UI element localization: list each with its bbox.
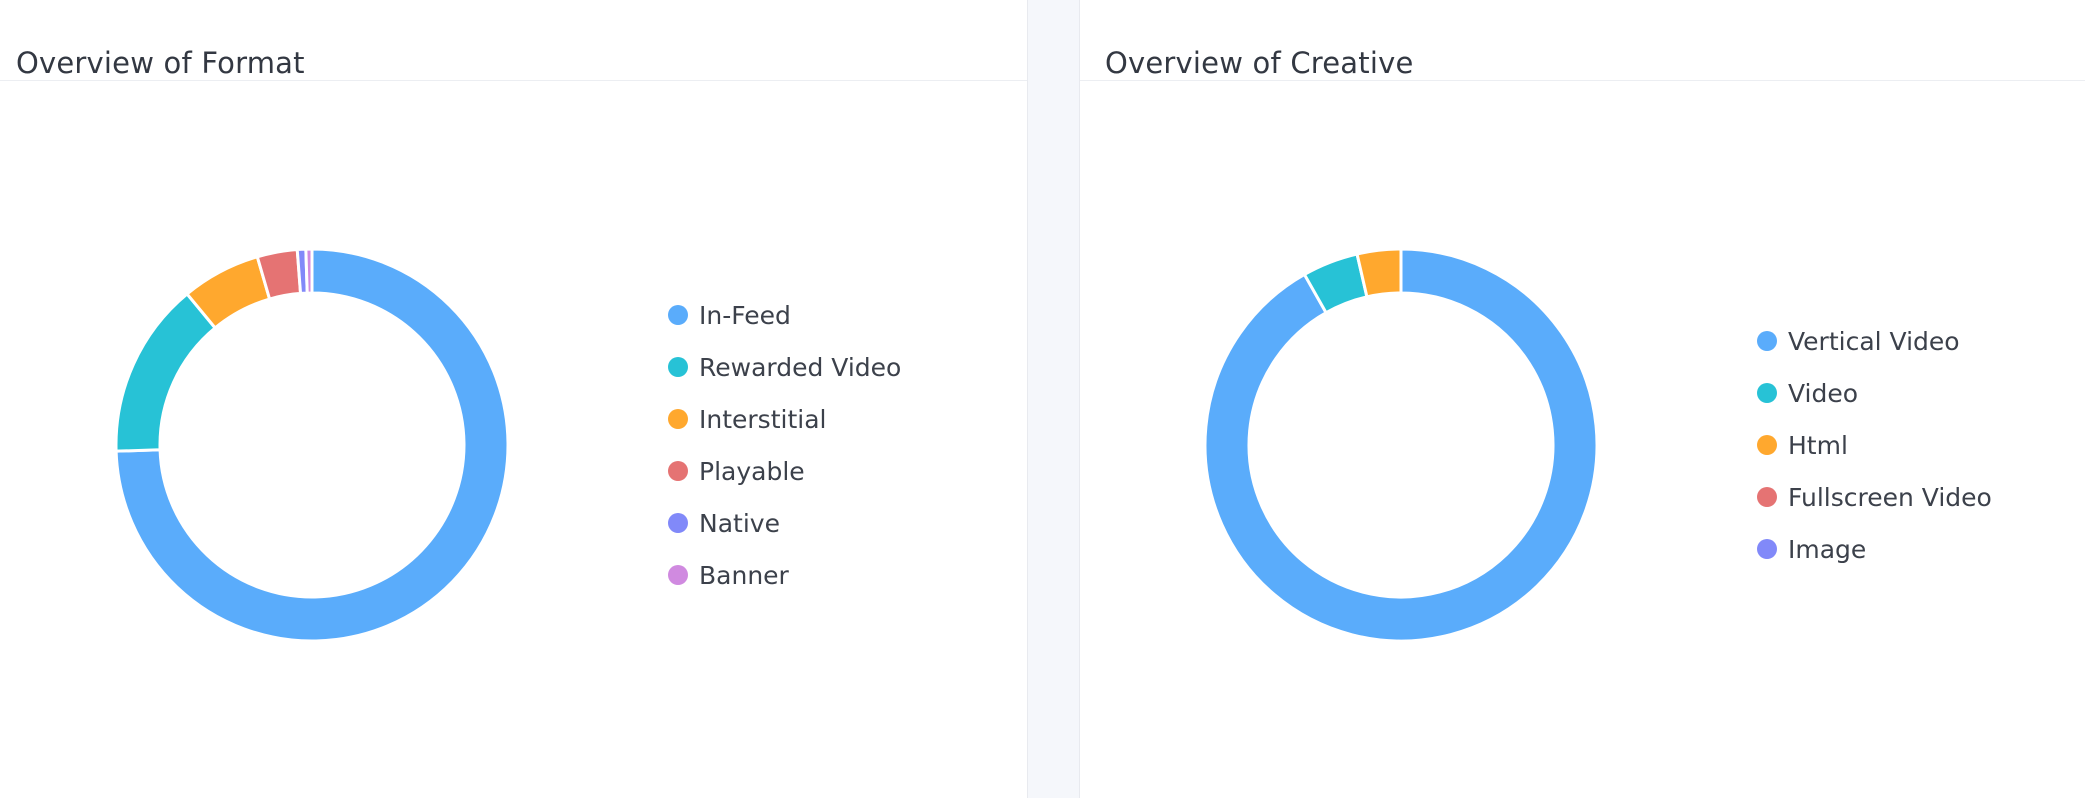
legend-label: Rewarded Video [699,352,902,382]
legend-item-interstitial[interactable]: Interstitial [668,393,901,445]
legend-label: Native [699,508,780,538]
format-donut-chart [114,247,510,643]
legend-dot-icon [668,409,688,429]
legend-item-in-feed[interactable]: In-Feed [668,289,901,341]
legend-item-vertical-video[interactable]: Vertical Video [1757,315,1992,367]
legend-item-image[interactable]: Image [1757,523,1992,575]
legend-item-playable[interactable]: Playable [668,445,901,497]
legend-label: In-Feed [699,300,791,330]
legend-label: Html [1788,430,1848,460]
legend-dot-icon [1757,331,1777,351]
legend-item-rewarded-video[interactable]: Rewarded Video [668,341,901,393]
legend-label: Banner [699,560,789,590]
legend-item-banner[interactable]: Banner [668,549,901,601]
legend-item-video[interactable]: Video [1757,367,1992,419]
legend-label: Video [1788,378,1859,408]
legend-label: Fullscreen Video [1788,482,1992,512]
legend-dot-icon [1757,435,1777,455]
legend-label: Interstitial [699,404,827,434]
legend-dot-icon [668,565,688,585]
legend-label: Vertical Video [1788,326,1960,356]
creative-panel-title: Overview of Creative [1105,46,1414,81]
legend-dot-icon [668,461,688,481]
legend-dot-icon [668,357,688,377]
legend-dot-icon [1757,383,1777,403]
creative-donut-chart [1203,247,1599,643]
slice-html[interactable] [1355,247,1403,299]
slice-rewarded-video[interactable] [114,292,217,453]
slice-in-feed[interactable] [114,247,510,643]
legend-dot-icon [1757,539,1777,559]
format-legend: In-Feed Rewarded Video Interstitial Playabl… [668,289,901,601]
creative-panel: Overview of Creative Vertical Video Video… [1079,0,2085,798]
legend-item-html[interactable]: Html [1757,419,1992,471]
legend-dot-icon [668,305,688,325]
legend-item-fullscreen-video[interactable]: Fullscreen Video [1757,471,1992,523]
legend-item-native[interactable]: Native [668,497,901,549]
legend-dot-icon [668,513,688,533]
format-panel: Overview of Format In-Feed Rewarded Video… [0,0,1028,798]
creative-legend: Vertical Video Video Html Fullscreen Video I… [1757,315,1992,575]
legend-label: Image [1788,534,1867,564]
format-panel-title: Overview of Format [16,46,305,81]
legend-label: Playable [699,456,805,486]
format-panel-header: Overview of Format [0,0,1027,81]
slice-vertical-video[interactable] [1203,247,1599,643]
creative-panel-header: Overview of Creative [1080,0,2085,81]
legend-dot-icon [1757,487,1777,507]
slice-banner[interactable] [304,247,314,295]
